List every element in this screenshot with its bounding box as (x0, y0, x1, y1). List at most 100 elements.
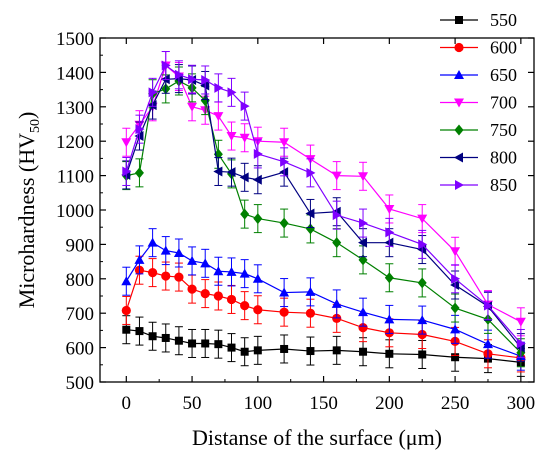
data-point (214, 340, 223, 349)
data-point (213, 266, 224, 276)
data-point (305, 308, 316, 318)
y-tick-label: 1000 (56, 201, 94, 222)
y-tick-label: 1500 (56, 29, 94, 50)
data-point (188, 339, 197, 348)
data-point (253, 346, 262, 355)
data-point (135, 124, 145, 135)
data-point (226, 294, 237, 305)
data-point (213, 112, 224, 122)
legend-item-600: 600 (440, 38, 517, 58)
x-tick-label: 100 (244, 393, 273, 414)
data-point (135, 327, 144, 336)
data-point (385, 227, 395, 238)
series-line-800 (125, 77, 522, 348)
data-point (147, 237, 158, 247)
y-axis-title-main: Microhardness (HV (14, 133, 39, 308)
y-tick-label: 600 (66, 339, 95, 360)
data-point (226, 132, 237, 142)
data-point (187, 102, 198, 112)
data-point (121, 276, 132, 286)
x-tick-label: 200 (375, 393, 404, 414)
data-point (188, 74, 198, 85)
y-tick-label: 1100 (57, 167, 94, 188)
legend: 550 600 650 700 750 800 850 (440, 10, 517, 195)
data-point (332, 346, 341, 355)
plot-area (121, 51, 526, 377)
data-point (200, 258, 211, 268)
data-point (331, 298, 342, 308)
data-point (332, 237, 342, 249)
data-point (174, 336, 183, 345)
y-tick-label: 800 (66, 270, 95, 291)
legend-label: 650 (490, 65, 517, 85)
data-point (279, 287, 290, 297)
legend-item-650: 650 (440, 65, 517, 85)
legend-item-750: 750 (440, 120, 517, 140)
data-point (384, 314, 395, 324)
y-tick-label: 900 (66, 235, 95, 256)
data-point (418, 239, 428, 250)
data-point (213, 291, 223, 301)
data-point (331, 171, 342, 181)
data-point (227, 343, 236, 352)
series-line-850 (125, 64, 522, 344)
data-point (305, 223, 315, 235)
x-tick-label: 150 (309, 393, 338, 414)
data-point (239, 172, 249, 183)
legend-label: 750 (490, 120, 517, 140)
legend-marker (454, 98, 464, 108)
data-point (253, 305, 263, 315)
data-point (280, 344, 289, 353)
data-point (280, 156, 290, 167)
legend-marker (454, 124, 464, 136)
data-point (483, 300, 493, 311)
y-axis-title-close: ) (14, 112, 39, 119)
y-axis-title-subscript: 50 (28, 119, 43, 133)
y-tick-label: 1200 (56, 132, 94, 153)
legend-label: 700 (490, 93, 517, 113)
data-point (239, 133, 250, 143)
y-axis-title: Microhardness (HV50) (14, 112, 43, 309)
data-point (385, 349, 394, 358)
y-tick-label: 500 (66, 373, 95, 394)
data-point (148, 87, 158, 98)
legend-marker (454, 42, 464, 53)
data-point (417, 214, 428, 224)
data-point (201, 74, 211, 85)
y-tick-label: 1300 (56, 98, 94, 119)
data-point (213, 166, 223, 177)
series-line-550 (126, 329, 521, 363)
data-point (148, 268, 158, 278)
data-point (306, 347, 315, 356)
data-point (359, 218, 369, 229)
data-point (253, 213, 263, 225)
data-point (226, 266, 237, 276)
data-point (358, 323, 368, 333)
legend-item-550: 550 (440, 10, 517, 30)
legend-item-800: 800 (440, 148, 517, 168)
data-point (252, 273, 263, 283)
data-point (161, 333, 170, 342)
data-point (516, 338, 526, 349)
data-point (160, 245, 171, 255)
data-point (359, 347, 368, 356)
x-axis-title: Distanse of the surface (μm) (192, 425, 442, 450)
data-point (253, 148, 263, 159)
x-tick-label: 300 (507, 393, 536, 414)
data-point (358, 237, 368, 248)
data-point (134, 167, 144, 179)
series-800 (121, 64, 525, 363)
axes: 0 50 100 150 200 250 300 500 600 700 800 900 1000 110… (56, 29, 535, 414)
legend-label: 550 (490, 10, 517, 30)
data-point (121, 138, 132, 148)
series-line-600 (125, 269, 521, 359)
series-550 (122, 315, 525, 377)
x-tick-label: 0 (122, 393, 132, 414)
data-point (240, 208, 250, 220)
data-point (240, 101, 250, 112)
data-point (515, 317, 526, 327)
series-650 (121, 228, 526, 371)
legend-label: 600 (490, 38, 517, 58)
series-750 (121, 66, 526, 368)
